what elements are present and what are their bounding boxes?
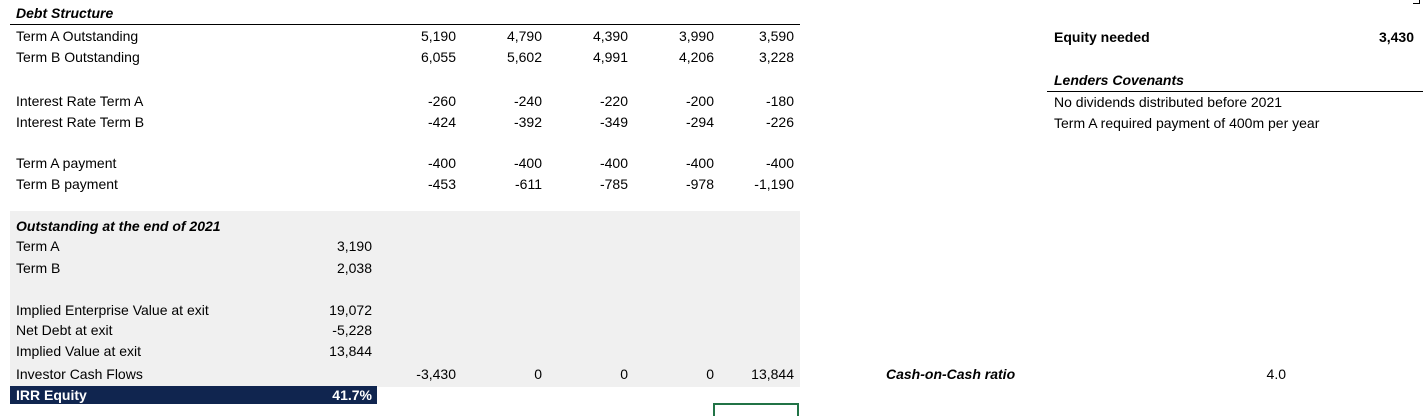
covenants-underline (1047, 91, 1423, 92)
debt-row-cell[interactable]: -453 (427, 176, 456, 192)
debt-row-cell[interactable]: -294 (685, 114, 714, 130)
coc-ratio-value[interactable]: 4.0 (1266, 366, 1286, 382)
covenant-2: Term A required payment of 400m per year (1054, 115, 1320, 131)
debt-row-cell[interactable]: -785 (599, 176, 628, 192)
irr-label: IRR Equity (16, 387, 87, 403)
debt-row-cell[interactable]: -400 (599, 155, 628, 171)
debt-row-label: Interest Rate Term B (16, 114, 145, 130)
debt-row-cell[interactable]: -260 (427, 93, 456, 109)
irr-value[interactable]: 41.7% (332, 387, 372, 403)
debt-row-cell[interactable]: -220 (599, 93, 628, 109)
ev-value[interactable]: 19,072 (329, 302, 372, 318)
debt-row-cell[interactable]: -240 (513, 93, 542, 109)
debt-row-cell[interactable]: -1,190 (754, 176, 794, 192)
debt-row-label: Interest Rate Term A (16, 93, 144, 109)
irr-highlight-bar (10, 386, 377, 404)
implied-value[interactable]: 13,844 (329, 343, 372, 359)
debt-row-cell[interactable]: 5,602 (506, 49, 542, 65)
covenants-title: Lenders Covenants (1054, 72, 1184, 88)
cash-flow-5[interactable]: 13,844 (751, 366, 794, 382)
debt-row-cell[interactable]: -349 (599, 114, 628, 130)
equity-needed-value[interactable]: 3,430 (1378, 29, 1414, 45)
cash-flow-4[interactable]: 0 (706, 366, 714, 382)
debt-row-cell[interactable]: -978 (685, 176, 714, 192)
debt-row-cell[interactable]: 3,590 (758, 28, 794, 44)
debt-row-cell[interactable]: 4,206 (678, 49, 714, 65)
net-debt-label: Net Debt at exit (16, 322, 113, 338)
debt-structure-title: Debt Structure (16, 5, 114, 21)
debt-structure-underline (10, 24, 800, 25)
ev-label: Implied Enterprise Value at exit (16, 302, 209, 318)
debt-row-cell[interactable]: -400 (513, 155, 542, 171)
net-debt-value[interactable]: -5,228 (332, 322, 372, 338)
implied-value-label: Implied Value at exit (16, 343, 142, 359)
debt-row-cell[interactable]: -400 (427, 155, 456, 171)
debt-row-label: Term A Outstanding (16, 28, 139, 44)
selected-cell[interactable] (713, 403, 799, 416)
debt-row-cell[interactable]: 3,990 (678, 28, 714, 44)
debt-row-cell[interactable]: 5,190 (420, 28, 456, 44)
term-a-value[interactable]: 3,190 (336, 238, 372, 254)
coc-ratio-label: Cash-on-Cash ratio (886, 366, 1016, 382)
debt-row-cell[interactable]: -226 (765, 114, 794, 130)
debt-row-cell[interactable]: -611 (515, 176, 542, 192)
debt-row-cell[interactable]: -424 (427, 114, 456, 130)
term-a-label: Term A (16, 238, 60, 254)
cash-flow-2[interactable]: 0 (534, 366, 542, 382)
debt-row-cell[interactable]: -400 (765, 155, 794, 171)
debt-row-cell[interactable]: 4,390 (592, 28, 628, 44)
term-b-label: Term B (16, 260, 61, 276)
cash-flows-label: Investor Cash Flows (16, 366, 143, 382)
covenant-1: No dividends distributed before 2021 (1054, 94, 1283, 110)
cash-flow-3[interactable]: 0 (620, 366, 628, 382)
debt-row-cell[interactable]: 4,991 (592, 49, 628, 65)
debt-row-cell[interactable]: 6,055 (420, 49, 456, 65)
cash-flow-1[interactable]: -3,430 (416, 366, 456, 382)
debt-row-label: Term B Outstanding (16, 49, 140, 65)
debt-row-cell[interactable]: 3,228 (758, 49, 794, 65)
debt-row-cell[interactable]: 4,790 (506, 28, 542, 44)
section-background (10, 211, 800, 387)
debt-row-label: Term A payment (16, 155, 117, 171)
edge-mark (1413, 0, 1420, 4)
debt-row-cell[interactable]: -200 (685, 93, 714, 109)
outstanding-title: Outstanding at the end of 2021 (16, 218, 221, 234)
term-b-value[interactable]: 2,038 (336, 260, 372, 276)
debt-row-label: Term B payment (16, 176, 118, 192)
equity-needed-label: Equity needed (1054, 29, 1150, 45)
debt-row-cell[interactable]: -400 (685, 155, 714, 171)
debt-row-cell[interactable]: -180 (765, 93, 794, 109)
debt-row-cell[interactable]: -392 (513, 114, 542, 130)
